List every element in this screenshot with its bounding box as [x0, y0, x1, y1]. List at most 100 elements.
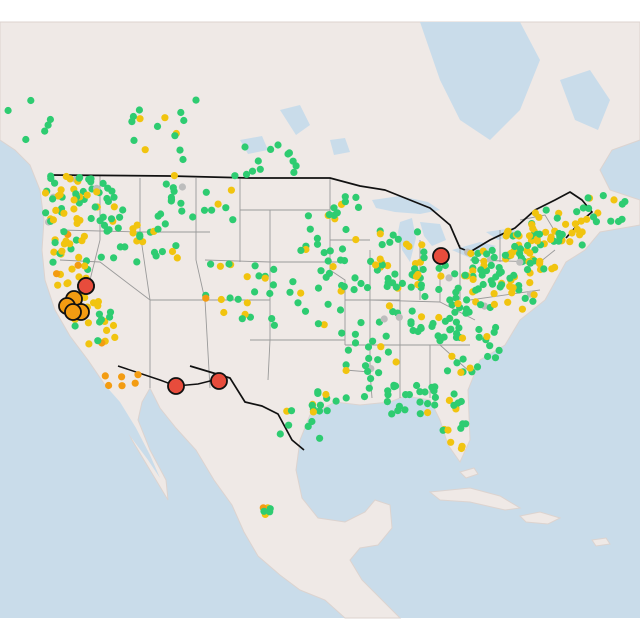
monitor-site-good[interactable] — [129, 112, 137, 121]
monitor-site-good[interactable] — [246, 313, 254, 321]
monitor-site-good[interactable] — [313, 240, 322, 248]
monitor-site-moderate[interactable] — [392, 358, 400, 366]
monitor-site-moderate[interactable] — [504, 298, 512, 306]
monitor-site-moderate[interactable] — [84, 319, 92, 327]
monitor-site-good[interactable] — [153, 122, 162, 130]
monitor-site-moderate[interactable] — [342, 366, 350, 375]
monitor-site-good[interactable] — [267, 145, 275, 153]
monitor-site-good[interactable] — [540, 265, 548, 273]
monitor-site-good[interactable] — [4, 106, 12, 115]
monitor-site-good[interactable] — [435, 264, 443, 272]
monitor-site-good[interactable] — [189, 213, 197, 221]
monitor-site-moderate[interactable] — [75, 273, 83, 281]
monitor-site-good[interactable] — [268, 315, 276, 323]
monitor-site-good[interactable] — [424, 400, 432, 408]
monitor-site-usg[interactable] — [118, 382, 126, 390]
monitor-site-good[interactable] — [463, 296, 471, 304]
monitor-site-moderate[interactable] — [562, 220, 570, 228]
monitor-site-moderate[interactable] — [110, 203, 118, 211]
monitor-site-moderate[interactable] — [418, 241, 426, 249]
monitor-site-good[interactable] — [226, 294, 234, 302]
monitor-site-moderate[interactable] — [109, 321, 118, 330]
monitor-site-good[interactable] — [365, 384, 373, 392]
monitor-site-usg[interactable] — [118, 373, 126, 381]
monitor-site-moderate[interactable] — [94, 302, 102, 310]
monitor-site-good[interactable] — [338, 329, 346, 337]
monitor-site-moderate[interactable] — [136, 115, 144, 123]
monitor-site-good[interactable] — [384, 279, 392, 287]
monitor-site-good[interactable] — [398, 279, 406, 287]
monitor-site-good[interactable] — [428, 322, 436, 330]
monitor-site-moderate[interactable] — [309, 408, 317, 416]
monitor-site-moderate[interactable] — [568, 229, 576, 237]
monitor-site-good[interactable] — [251, 262, 259, 270]
monitor-site-moderate[interactable] — [466, 364, 474, 372]
monitor-site-moderate[interactable] — [60, 240, 68, 248]
monitor-site-good[interactable] — [289, 278, 297, 286]
monitor-site-good[interactable] — [332, 397, 340, 405]
monitor-site-good[interactable] — [455, 324, 463, 332]
monitor-site-good[interactable] — [341, 193, 349, 201]
monitor-site-good[interactable] — [350, 286, 358, 294]
monitor-site-good[interactable] — [420, 254, 428, 262]
monitor-site-moderate[interactable] — [414, 270, 422, 279]
monitor-site-good[interactable] — [407, 283, 415, 291]
monitor-site-moderate[interactable] — [435, 313, 443, 322]
monitor-site-moderate[interactable] — [52, 206, 60, 214]
monitor-site-good[interactable] — [91, 203, 99, 211]
monitor-site-good[interactable] — [41, 127, 49, 135]
monitor-site-good[interactable] — [487, 261, 495, 269]
monitor-site-good[interactable] — [167, 196, 176, 204]
monitor-site-moderate[interactable] — [93, 188, 101, 196]
monitor-site-usg[interactable] — [134, 371, 142, 379]
monitor-site-good[interactable] — [256, 165, 264, 173]
monitor-site-good[interactable] — [578, 241, 586, 249]
monitor-site-good[interactable] — [401, 406, 409, 414]
monitor-site-moderate[interactable] — [417, 313, 426, 321]
monitor-site-good[interactable] — [573, 208, 581, 216]
monitor-site-no_data[interactable] — [395, 313, 403, 321]
monitor-site-good[interactable] — [338, 245, 347, 253]
monitor-site-moderate[interactable] — [483, 333, 491, 341]
monitor-site-good[interactable] — [354, 203, 363, 211]
monitor-site-good[interactable] — [579, 204, 587, 212]
monitor-site-good[interactable] — [326, 247, 334, 255]
monitor-site-good[interactable] — [462, 305, 471, 313]
monitor-site-good[interactable] — [351, 330, 359, 338]
monitor-site-moderate[interactable] — [533, 237, 541, 245]
monitor-site-good[interactable] — [384, 391, 392, 399]
monitor-site-good[interactable] — [462, 420, 470, 428]
monitor-site-moderate[interactable] — [63, 280, 71, 288]
monitor-site-good[interactable] — [367, 375, 375, 383]
monitor-site-moderate[interactable] — [161, 114, 169, 122]
monitor-site-moderate[interactable] — [73, 219, 81, 227]
monitor-site-good[interactable] — [361, 362, 370, 370]
monitor-site-moderate[interactable] — [384, 262, 392, 270]
monitor-site-moderate[interactable] — [173, 254, 181, 262]
monitor-site-good[interactable] — [130, 136, 138, 144]
monitor-site-good[interactable] — [308, 401, 316, 409]
monitor-site-good[interactable] — [60, 228, 68, 236]
monitor-site-good[interactable] — [585, 204, 593, 212]
monitor-site-moderate[interactable] — [58, 247, 66, 255]
monitor-site-moderate[interactable] — [372, 261, 380, 269]
monitor-site-good[interactable] — [96, 217, 104, 225]
monitor-site-moderate[interactable] — [141, 146, 149, 154]
monitor-site-moderate[interactable] — [547, 235, 555, 243]
monitor-site-good[interactable] — [531, 246, 539, 254]
monitor-site-good[interactable] — [105, 226, 113, 234]
monitor-site-good[interactable] — [411, 265, 419, 273]
monitor-site-moderate[interactable] — [548, 265, 556, 273]
highlighted-site-usg[interactable] — [64, 303, 82, 321]
monitor-site-good[interactable] — [336, 306, 345, 314]
monitor-site-good[interactable] — [315, 407, 324, 415]
monitor-site-good[interactable] — [234, 295, 242, 303]
monitor-site-good[interactable] — [22, 135, 30, 144]
monitor-site-moderate[interactable] — [490, 290, 498, 298]
monitor-site-good[interactable] — [114, 224, 122, 232]
monitor-site-good[interactable] — [341, 198, 349, 206]
monitor-site-good[interactable] — [231, 172, 239, 180]
monitor-site-good[interactable] — [292, 162, 300, 170]
monitor-site-moderate[interactable] — [573, 225, 582, 234]
monitor-site-good[interactable] — [357, 279, 365, 288]
